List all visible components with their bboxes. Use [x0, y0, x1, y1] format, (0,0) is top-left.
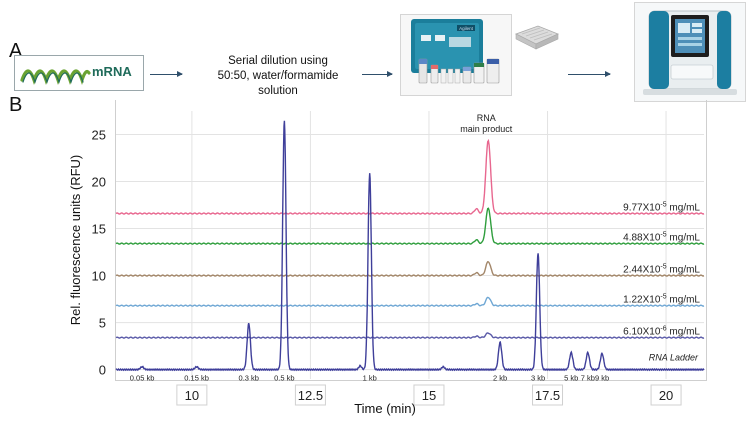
y-tick-label: 5 — [99, 316, 106, 331]
x-tick-box — [294, 384, 326, 406]
ladder-peak-label: 1 kb — [363, 374, 377, 383]
mrna-box: mRNA — [14, 55, 144, 91]
ladder-peak-label: 7 kb — [581, 374, 595, 383]
analyzer-instrument-icon — [643, 10, 737, 95]
y-tick-label: 10 — [92, 269, 106, 284]
flow-arrow-2 — [362, 71, 393, 77]
series-line-trace_4_88 — [115, 207, 705, 245]
ladder-peak-label: 0.5 kb — [274, 374, 294, 383]
series-line-trace_2_44 — [115, 261, 705, 277]
series-line-trace_1_22 — [115, 296, 705, 307]
y-tick-label: 0 — [99, 363, 106, 378]
peak-annotation-line-2: main product — [460, 124, 513, 134]
chart-frame — [115, 100, 707, 381]
mrna-wave-icon — [20, 69, 91, 86]
flow-arrow-3 — [568, 71, 611, 77]
x-tick-label: 10 — [185, 388, 199, 403]
series-line-trace_9_77 — [115, 138, 705, 215]
mrna-label: mRNA — [92, 64, 132, 79]
series-label: 6.10X10-6 mg/mL — [623, 326, 700, 338]
chart-labels: 9.77X10-5 mg/mL 4.88X10-5 mg/mL 2.44X10-5 … — [130, 201, 701, 382]
ladder-peak-label: 2 kb — [493, 374, 507, 383]
series-label: 9.77X10-5 mg/mL — [623, 201, 700, 213]
x-axis-ticks: 10 12.5 15 17.5 20 — [176, 384, 682, 406]
dilution-line-1: Serial dilution using — [228, 55, 328, 67]
peak-annotation-line-1: RNA — [477, 113, 496, 123]
y-tick-label: 25 — [92, 128, 106, 143]
series-line-trace_6_10 — [115, 332, 705, 339]
series-label: 4.88X10-5 mg/mL — [623, 232, 700, 244]
y-tick-label: 15 — [92, 222, 106, 237]
ladder-series — [115, 120, 705, 372]
x-tick-label: 20 — [659, 388, 673, 403]
ladder-peak-label: 5 kb — [564, 374, 578, 383]
ladder-series-label: RNA Ladder — [649, 353, 699, 363]
x-tick-box — [532, 384, 564, 406]
reagent-kit-icon: Agilent — [411, 19, 500, 84]
instrument-image — [634, 2, 746, 102]
microplate-icon — [514, 25, 560, 50]
chart-series — [115, 138, 705, 339]
ladder-line — [115, 120, 705, 372]
grid-lines — [116, 111, 704, 379]
reagent-kit-image: Agilent — [400, 14, 512, 96]
y-axis-ticks: 0 5 10 15 20 25 — [92, 128, 106, 378]
panel-b-letter: B — [9, 94, 23, 116]
dilution-line-3: solution — [258, 85, 298, 97]
ladder-peak-label: 0.15 kb — [184, 374, 209, 383]
dilution-line-2: 50:50, water/formamide — [217, 70, 339, 82]
x-tick-box — [176, 384, 208, 406]
microplate-image — [512, 22, 560, 52]
series-label: 1.22X10-5 mg/mL — [623, 294, 700, 306]
x-axis-label: Time (min) — [354, 401, 416, 416]
x-tick-label: 17.5 — [535, 388, 560, 403]
series-label: 2.44X10-5 mg/mL — [623, 264, 700, 276]
x-tick-label: 12.5 — [298, 388, 323, 403]
x-tick-box — [413, 384, 445, 406]
kit-brand: Agilent — [459, 26, 474, 31]
y-axis-label: Rel. fluorescence units (RFU) — [68, 155, 83, 326]
flow-arrow-1 — [150, 71, 183, 77]
ladder-peak-label: 9 kb — [595, 374, 609, 383]
dilution-text: Serial dilution using 50:50, water/forma… — [198, 54, 358, 99]
ladder-peak-label: 3 kb — [531, 374, 545, 383]
x-tick-box — [650, 384, 682, 406]
y-tick-label: 20 — [92, 175, 106, 190]
x-tick-label: 15 — [422, 388, 436, 403]
ladder-peak-label: 0.3 kb — [239, 374, 259, 383]
ladder-peak-label: 0.05 kb — [130, 374, 155, 383]
